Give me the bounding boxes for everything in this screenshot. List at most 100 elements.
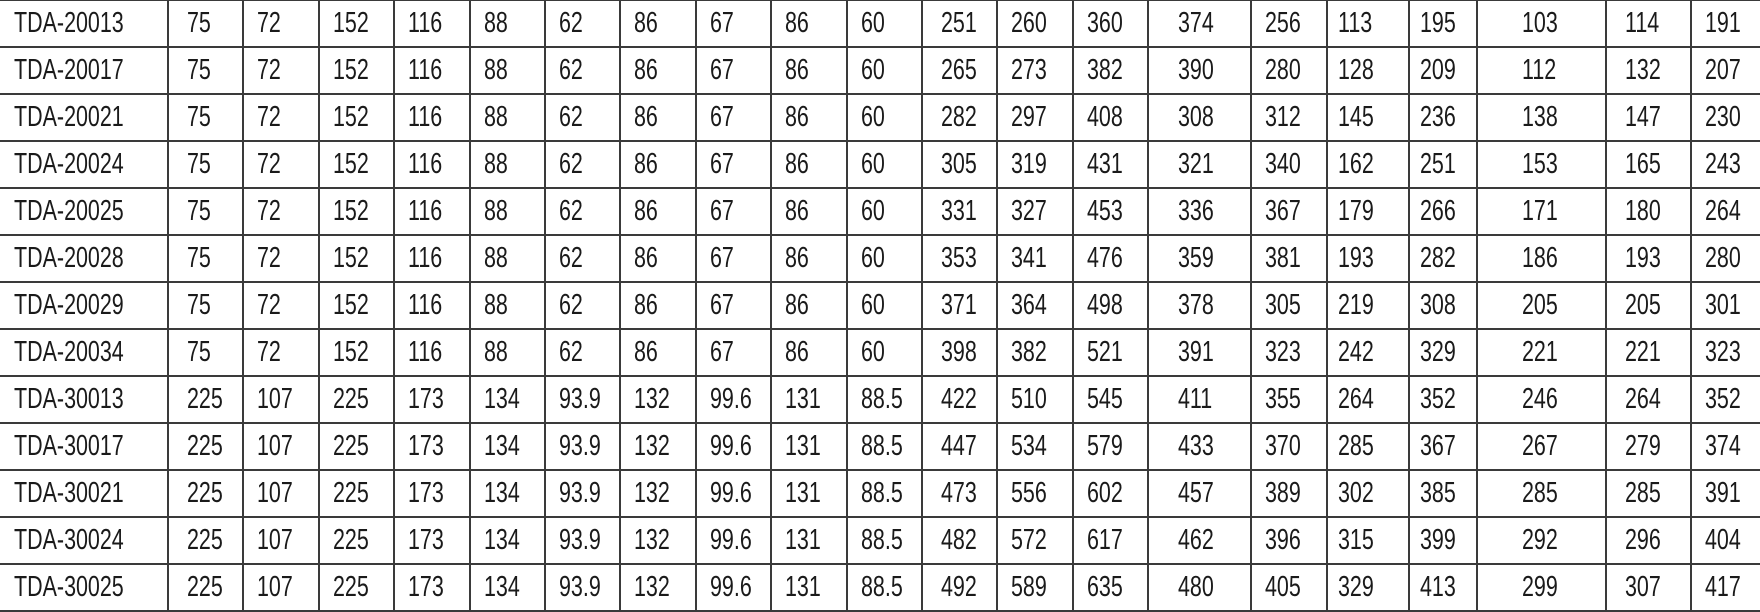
cell-text: 602 — [1087, 477, 1123, 509]
cell-text: 152 — [333, 101, 369, 133]
cell-text: 391 — [1705, 477, 1741, 509]
cell-text: 67 — [710, 7, 734, 39]
value-cell: 510 — [996, 375, 1074, 424]
value-cell: 93.9 — [544, 563, 621, 612]
value-cell: 173 — [393, 469, 471, 518]
model-cell: TDA-20029 — [0, 281, 169, 330]
cell-text: 88.5 — [861, 571, 903, 603]
cell-text: 152 — [333, 336, 369, 368]
value-cell: 225 — [167, 469, 244, 518]
value-cell: 60 — [846, 281, 923, 330]
cell-text: 473 — [941, 477, 977, 509]
cell-text: 86 — [634, 195, 658, 227]
value-cell: 371 — [921, 281, 998, 330]
value-cell: 88.5 — [846, 469, 923, 518]
cell-text: 285 — [1625, 477, 1661, 509]
value-cell: 116 — [393, 0, 471, 48]
cell-text: 152 — [333, 7, 369, 39]
value-cell: 389 — [1250, 469, 1328, 518]
value-cell: 243 — [1690, 140, 1760, 189]
value-cell: 545 — [1072, 375, 1149, 424]
value-cell: 86 — [770, 46, 848, 95]
value-cell: 72 — [242, 46, 320, 95]
value-cell: 173 — [393, 375, 471, 424]
value-cell: 86 — [770, 281, 848, 330]
cell-text: 273 — [1011, 54, 1047, 86]
cell-text: 321 — [1178, 148, 1214, 180]
cell-text: 75 — [187, 7, 211, 39]
value-cell: 152 — [318, 281, 395, 330]
cell-text: 510 — [1011, 383, 1047, 415]
cell-text: 88.5 — [861, 383, 903, 415]
cell-text: 88 — [484, 54, 508, 86]
value-cell: 462 — [1147, 516, 1252, 565]
value-cell: 86 — [770, 93, 848, 142]
value-cell: 75 — [167, 0, 244, 48]
cell-text: 67 — [710, 101, 734, 133]
value-cell: 93.9 — [544, 469, 621, 518]
cell-text: 225 — [187, 477, 223, 509]
value-cell: 265 — [921, 46, 998, 95]
value-cell: 152 — [318, 328, 395, 377]
value-cell: 492 — [921, 563, 998, 612]
value-cell: 260 — [996, 0, 1074, 48]
value-cell: 132 — [619, 516, 697, 565]
cell-text: 113 — [1338, 7, 1373, 39]
value-cell: 579 — [1072, 422, 1149, 471]
value-cell: 173 — [393, 516, 471, 565]
value-cell: 431 — [1072, 140, 1149, 189]
table-row: TDA-30017 225 107 225 173 134 93.9 132 99.6 131 88… — [0, 422, 1760, 471]
value-cell: 273 — [996, 46, 1074, 95]
cell-text: 195 — [1420, 7, 1456, 39]
value-cell: 179 — [1326, 187, 1410, 236]
cell-text: 132 — [634, 524, 670, 556]
value-cell: 221 — [1605, 328, 1692, 377]
value-cell: 60 — [846, 0, 923, 48]
cell-text: TDA-30025 — [14, 571, 124, 603]
table-row: TDA-20028 75 72 152 116 88 62 86 67 86 60 353 341 476… — [0, 234, 1760, 283]
cell-text: 417 — [1705, 571, 1741, 603]
cell-text: 492 — [941, 571, 977, 603]
cell-text: 93.9 — [559, 383, 601, 415]
value-cell: 308 — [1408, 281, 1478, 330]
cell-text: 86 — [634, 7, 658, 39]
cell-text: 556 — [1011, 477, 1047, 509]
value-cell: 116 — [393, 328, 471, 377]
value-cell: 457 — [1147, 469, 1252, 518]
value-cell: 99.6 — [695, 422, 772, 471]
model-cell: TDA-20025 — [0, 187, 169, 236]
cell-text: 242 — [1338, 336, 1374, 368]
cell-text: 534 — [1011, 430, 1047, 462]
cell-text: 62 — [559, 336, 583, 368]
cell-text: 62 — [559, 54, 583, 86]
value-cell: 72 — [242, 281, 320, 330]
value-cell: 308 — [1147, 93, 1252, 142]
cell-text: 370 — [1265, 430, 1301, 462]
value-cell: 225 — [318, 516, 395, 565]
cell-text: 67 — [710, 336, 734, 368]
cell-text: 107 — [257, 477, 293, 509]
cell-text: 116 — [408, 242, 443, 274]
cell-text: 323 — [1265, 336, 1301, 368]
value-cell: 381 — [1250, 234, 1328, 283]
value-cell: 134 — [469, 516, 546, 565]
value-cell: 134 — [469, 375, 546, 424]
value-cell: 251 — [1408, 140, 1478, 189]
cell-text: 72 — [257, 242, 281, 274]
model-cell: TDA-30024 — [0, 516, 169, 565]
value-cell: 323 — [1690, 328, 1760, 377]
value-cell: 302 — [1326, 469, 1410, 518]
cell-text: 264 — [1338, 383, 1374, 415]
value-cell: 86 — [619, 281, 697, 330]
cell-text: 266 — [1420, 195, 1456, 227]
value-cell: 353 — [921, 234, 998, 283]
value-cell: 131 — [770, 469, 848, 518]
cell-text: 382 — [1011, 336, 1047, 368]
cell-text: 285 — [1338, 430, 1374, 462]
value-cell: 355 — [1250, 375, 1328, 424]
cell-text: 447 — [941, 430, 977, 462]
value-cell: 107 — [242, 563, 320, 612]
cell-text: 99.6 — [710, 524, 752, 556]
cell-text: 88 — [484, 101, 508, 133]
cell-text: TDA-20017 — [14, 54, 124, 86]
